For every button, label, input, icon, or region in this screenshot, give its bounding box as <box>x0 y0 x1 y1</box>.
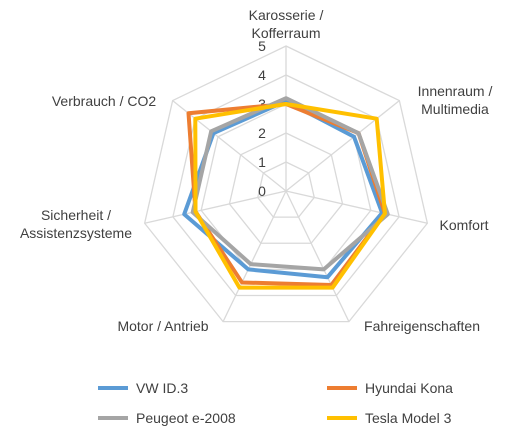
legend-label: Peugeot e-2008 <box>136 410 236 426</box>
legend-label: Tesla Model 3 <box>365 410 452 426</box>
radar-axis-labels: Karosserie / Kofferraum Innenraum / Multime… <box>20 7 492 334</box>
tick-label: 4 <box>258 67 266 83</box>
radar-ticks: 0 1 2 3 4 5 <box>258 38 266 199</box>
axis-label-2: Komfort <box>439 217 488 233</box>
tick-label: 3 <box>258 96 266 112</box>
grid-ring-1 <box>257 161 315 218</box>
series-line-3 <box>193 102 387 290</box>
tick-label: 0 <box>258 183 266 199</box>
axis-spoke-3 <box>285 190 350 322</box>
axis-spoke-6 <box>172 100 287 192</box>
axis-label-1: Innenraum / Multimedia <box>418 83 493 117</box>
legend-label: VW ID.3 <box>136 380 188 396</box>
series-line-2 <box>190 96 390 272</box>
axis-label-5: Sicherheit / Assistenzsysteme <box>20 207 132 241</box>
axis-label-3: Fahreigenschaften <box>364 318 480 334</box>
axis-label-4: Motor / Antrieb <box>117 318 208 334</box>
radar-series <box>182 96 390 290</box>
axis-spoke-5 <box>144 190 287 224</box>
tick-label: 5 <box>258 38 266 54</box>
radar-axes <box>144 46 428 322</box>
grid-ring-5 <box>143 45 429 323</box>
legend-label: Hyundai Kona <box>365 380 453 396</box>
tick-label: 2 <box>258 125 266 141</box>
tick-label: 1 <box>258 154 266 170</box>
axis-spoke-1 <box>285 100 400 192</box>
axis-spoke-4 <box>222 190 287 322</box>
grid-ring-2 <box>228 132 344 244</box>
axis-label-6: Verbrauch / CO2 <box>52 93 156 109</box>
axis-spoke-2 <box>285 190 428 224</box>
axis-label-0: Karosserie / Kofferraum <box>249 7 324 41</box>
legend: VW ID.3 Hyundai Kona Peugeot e-2008 Tesla M… <box>98 380 453 426</box>
